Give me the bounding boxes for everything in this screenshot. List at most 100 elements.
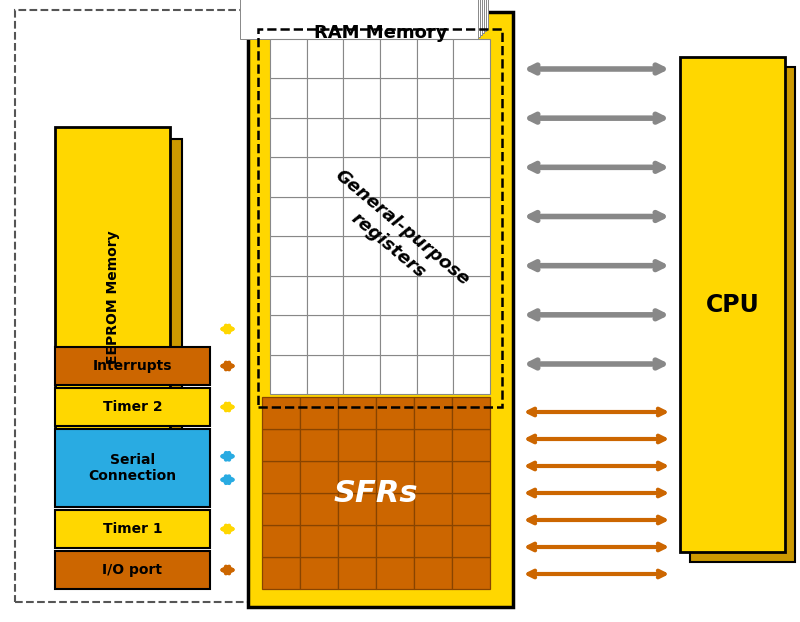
Bar bbox=[417, 315, 454, 355]
Bar bbox=[55, 388, 210, 426]
Bar bbox=[454, 78, 490, 118]
Bar bbox=[300, 429, 338, 461]
Bar bbox=[55, 347, 210, 385]
Bar bbox=[55, 510, 210, 548]
Bar bbox=[300, 461, 338, 493]
Bar bbox=[414, 429, 452, 461]
Bar bbox=[306, 39, 343, 78]
Text: SFRs: SFRs bbox=[334, 478, 418, 508]
Bar bbox=[376, 429, 414, 461]
Bar bbox=[262, 525, 300, 557]
Text: RAM Memory: RAM Memory bbox=[314, 24, 447, 42]
Bar bbox=[690, 67, 795, 562]
Text: Serial
Connection: Serial Connection bbox=[89, 453, 177, 483]
Bar bbox=[414, 557, 452, 589]
Bar bbox=[343, 118, 380, 157]
Bar bbox=[262, 557, 300, 589]
Bar bbox=[343, 197, 380, 236]
Bar bbox=[306, 197, 343, 236]
Bar bbox=[270, 276, 306, 315]
Bar bbox=[55, 429, 210, 507]
Bar bbox=[414, 493, 452, 525]
Bar bbox=[417, 276, 454, 315]
Bar bbox=[258, 29, 502, 407]
Bar bbox=[262, 461, 300, 493]
Bar bbox=[255, 0, 484, 33]
Text: Interrupts: Interrupts bbox=[93, 359, 172, 373]
Bar bbox=[380, 276, 417, 315]
Bar bbox=[240, 0, 478, 39]
Bar bbox=[270, 197, 306, 236]
Text: General-purpose
registers: General-purpose registers bbox=[317, 167, 473, 307]
Bar bbox=[454, 355, 490, 394]
Bar bbox=[452, 461, 490, 493]
Bar bbox=[306, 78, 343, 118]
Bar bbox=[300, 525, 338, 557]
Bar bbox=[338, 557, 376, 589]
Bar bbox=[270, 315, 306, 355]
Bar bbox=[414, 461, 452, 493]
Bar bbox=[417, 157, 454, 197]
Bar bbox=[680, 57, 785, 552]
Bar bbox=[338, 397, 376, 429]
Text: Timer 1: Timer 1 bbox=[102, 522, 162, 536]
Bar bbox=[338, 429, 376, 461]
Bar bbox=[414, 525, 452, 557]
Bar bbox=[454, 197, 490, 236]
Bar bbox=[454, 118, 490, 157]
Bar bbox=[380, 197, 417, 236]
Bar bbox=[417, 236, 454, 276]
Bar bbox=[262, 493, 300, 525]
Bar bbox=[380, 236, 417, 276]
Bar bbox=[380, 78, 417, 118]
Bar bbox=[265, 0, 488, 29]
Bar bbox=[306, 157, 343, 197]
Bar bbox=[306, 118, 343, 157]
Bar bbox=[306, 355, 343, 394]
Bar bbox=[343, 78, 380, 118]
Bar bbox=[376, 557, 414, 589]
Bar bbox=[452, 525, 490, 557]
Bar bbox=[343, 315, 380, 355]
Bar bbox=[250, 0, 482, 35]
Bar bbox=[262, 397, 300, 429]
Bar bbox=[306, 315, 343, 355]
Bar bbox=[270, 157, 306, 197]
Bar bbox=[270, 78, 306, 118]
Bar bbox=[454, 315, 490, 355]
Bar bbox=[417, 39, 454, 78]
Text: Timer 2: Timer 2 bbox=[102, 400, 162, 414]
Bar bbox=[376, 397, 414, 429]
Bar bbox=[376, 461, 414, 493]
Bar bbox=[67, 139, 182, 479]
Bar bbox=[454, 39, 490, 78]
Bar bbox=[338, 493, 376, 525]
Bar bbox=[338, 525, 376, 557]
Bar bbox=[343, 39, 380, 78]
Bar bbox=[417, 197, 454, 236]
Bar bbox=[380, 355, 417, 394]
Text: EEPROM Memory: EEPROM Memory bbox=[106, 230, 119, 364]
Bar bbox=[380, 118, 417, 157]
Bar bbox=[380, 157, 417, 197]
Bar bbox=[417, 355, 454, 394]
Bar bbox=[376, 493, 414, 525]
Bar bbox=[343, 157, 380, 197]
Bar bbox=[454, 157, 490, 197]
Bar bbox=[245, 0, 480, 37]
Bar bbox=[260, 0, 486, 31]
Bar bbox=[55, 127, 170, 467]
Bar bbox=[454, 276, 490, 315]
Bar bbox=[270, 236, 306, 276]
Bar bbox=[300, 493, 338, 525]
Bar bbox=[270, 118, 306, 157]
Bar bbox=[55, 551, 210, 589]
Bar bbox=[417, 78, 454, 118]
Bar bbox=[343, 355, 380, 394]
Bar bbox=[338, 461, 376, 493]
Text: I/O port: I/O port bbox=[102, 563, 162, 577]
Bar bbox=[452, 397, 490, 429]
Bar bbox=[380, 315, 417, 355]
Bar bbox=[376, 525, 414, 557]
Bar bbox=[306, 276, 343, 315]
